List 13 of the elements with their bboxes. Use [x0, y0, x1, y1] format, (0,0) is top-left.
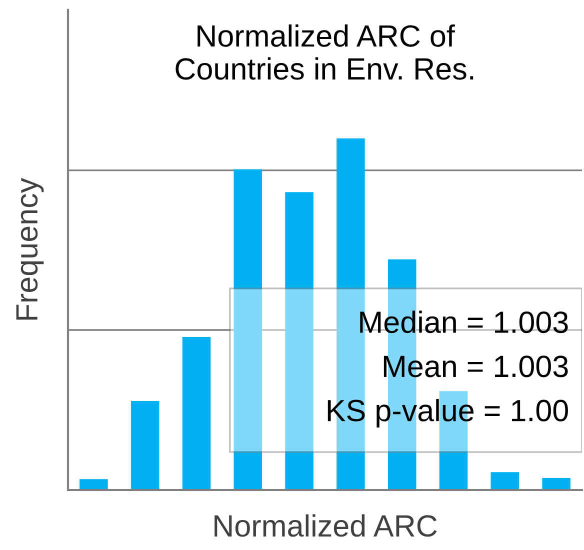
bar [490, 472, 520, 490]
bar [285, 192, 314, 490]
bar [542, 478, 570, 490]
bar [80, 479, 108, 490]
bar [182, 337, 211, 490]
bar [130, 401, 160, 490]
x-axis-title: Normalized ARC [214, 514, 437, 537]
annotation: KS p-value = 1.00 [328, 398, 568, 428]
annotation: Mean = 1.003 [384, 356, 568, 378]
bar [234, 169, 262, 490]
y-axis-title: Frequency [16, 178, 44, 320]
annotation: Median = 1.003 [360, 310, 568, 334]
chart-title: Normalized ARC of Countries in Env. Res. [176, 24, 474, 80]
